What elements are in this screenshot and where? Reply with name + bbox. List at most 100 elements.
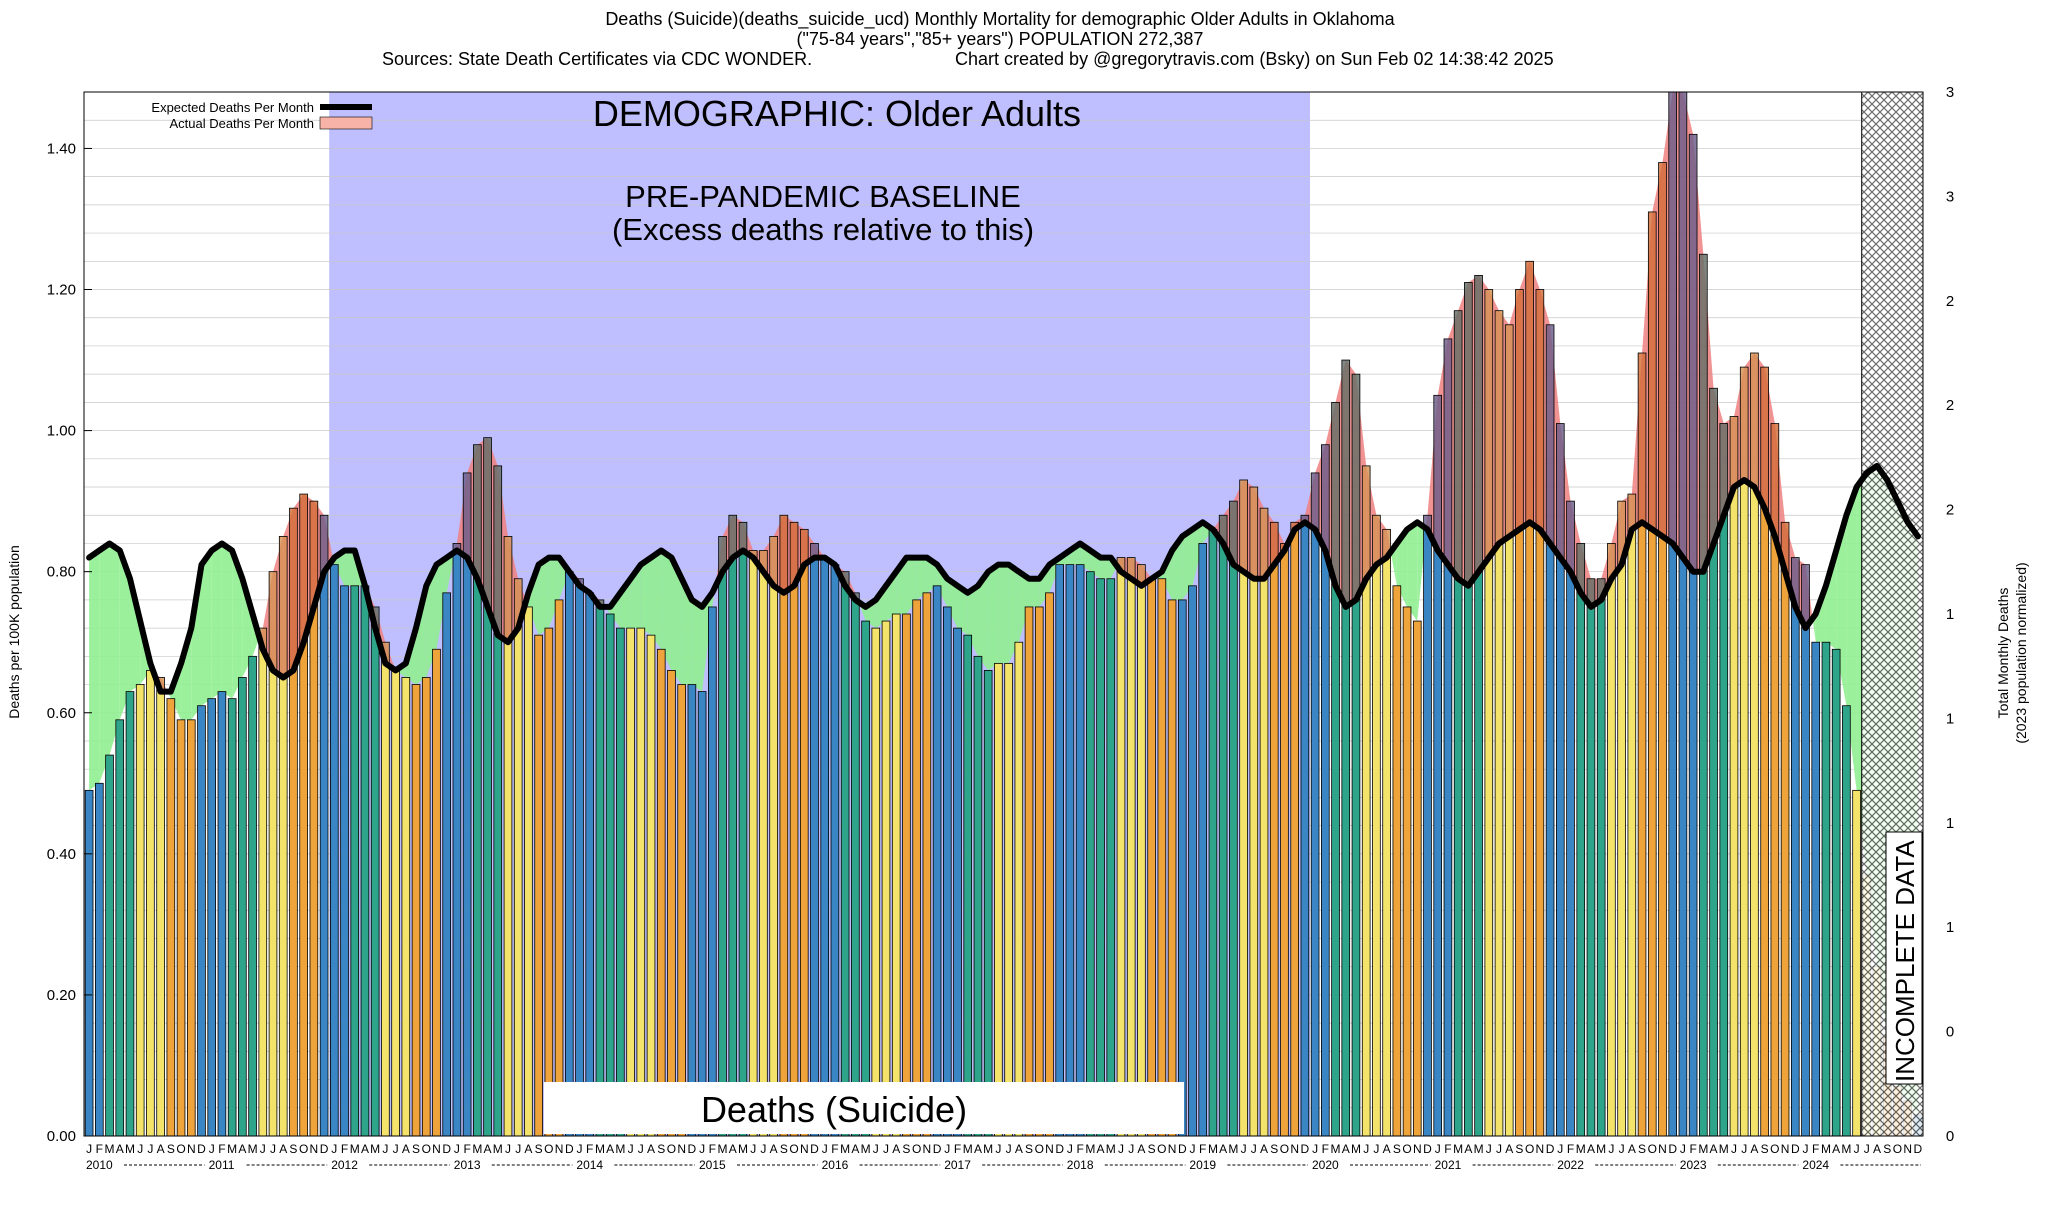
excess-bar-segment (790, 522, 798, 586)
month-tick-label: F (709, 1142, 716, 1156)
excess-bar-segment (1535, 289, 1544, 530)
excess-bar-segment (1689, 134, 1698, 572)
deficit-fill (1029, 578, 1040, 607)
actual-bar (442, 592, 451, 1136)
month-tick-label: N (555, 1142, 564, 1156)
actual-bar (136, 684, 145, 1136)
month-tick-label: J (1864, 1142, 1870, 1156)
month-tick-label: M (861, 1142, 871, 1156)
excess-bar-segment (1719, 423, 1728, 516)
month-tick-label: J (209, 1142, 215, 1156)
plot-frame (83, 91, 1924, 1137)
actual-bar (1597, 599, 1606, 1136)
actual-bar (1045, 592, 1054, 1136)
month-tick-label: A (1628, 1142, 1636, 1156)
actual-bar (1750, 487, 1759, 1136)
month-tick-label: J (1619, 1142, 1625, 1156)
month-tick-label: S (167, 1142, 175, 1156)
actual-bar (85, 790, 94, 1136)
actual-bar (851, 599, 860, 1136)
actual-bar (687, 684, 696, 1136)
month-tick-label: F (218, 1142, 225, 1156)
excess-bar-segment (1699, 254, 1708, 572)
excess-bar-segment (1249, 487, 1258, 579)
excess-bar-tint (1484, 289, 1493, 558)
month-tick-label: A (484, 1142, 492, 1156)
deficit-fill (1192, 522, 1203, 586)
excess-bar-segment (1648, 211, 1657, 530)
deficit-fill (1100, 557, 1111, 579)
excess-bar-segment (1801, 564, 1810, 629)
excess-bar-segment (1556, 423, 1565, 558)
actual-bar (1832, 649, 1841, 1136)
deficit-fill (416, 585, 427, 685)
month-tick-label: J (750, 1142, 756, 1156)
month-tick-label: S (412, 1142, 420, 1156)
excess-bar-tint (1679, 92, 1687, 558)
actual-bar (1679, 557, 1687, 1136)
actual-bar (412, 684, 420, 1136)
actual-bar (953, 628, 962, 1136)
excess-bar-segment (1546, 324, 1554, 544)
excess-bar-segment (1239, 479, 1248, 572)
actual-bar (1168, 599, 1176, 1136)
month-tick-label: S (1393, 1142, 1401, 1156)
actual-bar (1076, 564, 1085, 1136)
excess-bar-tint (1270, 522, 1279, 565)
month-tick-label: J (1680, 1142, 1686, 1156)
y2-tick-label: 1 (1946, 710, 1954, 727)
y2-axis-title: Total Monthly Deaths (1995, 588, 2011, 719)
actual-bar (299, 642, 308, 1136)
month-tick-label: J (86, 1142, 92, 1156)
excess-bar-tint (1770, 423, 1779, 537)
month-tick-label: F (463, 1142, 470, 1156)
excess-bar-tint (493, 465, 502, 636)
month-tick-label: D (810, 1142, 819, 1156)
actual-bar (473, 578, 482, 1136)
month-tick-label: J (699, 1142, 705, 1156)
excess-bar-segment (1525, 261, 1534, 523)
excess-bar-tint (1719, 423, 1728, 516)
month-tick-label: M (963, 1142, 973, 1156)
excess-bar-tint (289, 508, 298, 671)
axes-layer: 0.00 0.20 0.40 0.60 0.80 1.00 1.20 1.40 0 0 1 1 1 1 2 2… (47, 84, 1954, 1172)
excess-bar-segment (1587, 578, 1595, 607)
deficit-fill (661, 550, 672, 671)
actual-bar (831, 564, 839, 1136)
month-tick-label: J (1803, 1142, 1809, 1156)
deficit-fill (548, 557, 560, 629)
month-tick-label: A (974, 1142, 982, 1156)
actual-bar (892, 614, 901, 1136)
month-tick-label: J (628, 1142, 634, 1156)
y-tick-label: 0.80 (47, 564, 76, 581)
month-tick-label: J (1608, 1142, 1614, 1156)
year-tick-label: 2016 (822, 1158, 849, 1172)
month-tick-label: F (1567, 1142, 1574, 1156)
excess-bar-segment (1229, 501, 1238, 565)
month-tick-label: D (1178, 1142, 1187, 1156)
actual-bar (524, 606, 533, 1136)
actual-bar (984, 670, 993, 1136)
y-tick-label: 1.00 (47, 423, 76, 440)
month-tick-label: M (227, 1142, 237, 1156)
month-tick-label: O (1893, 1142, 1902, 1156)
excess-bar-segment (1668, 92, 1677, 544)
month-tick-label: M (1228, 1142, 1238, 1156)
month-tick-label: M (472, 1142, 482, 1156)
month-tick-label: M (1719, 1142, 1729, 1156)
month-tick-label: D (1914, 1142, 1923, 1156)
month-tick-label: A (606, 1142, 614, 1156)
month-tick-label: N (1903, 1142, 1912, 1156)
excess-bar-tint (1219, 515, 1228, 544)
year-tick-label: 2012 (331, 1158, 358, 1172)
month-tick-label: J (1854, 1142, 1860, 1156)
actual-bar (1035, 606, 1044, 1136)
actual-bar (596, 606, 604, 1136)
month-tick-label: J (995, 1142, 1001, 1156)
month-tick-label: S (289, 1142, 297, 1156)
actual-bar (218, 691, 226, 1136)
actual-bar (1811, 642, 1820, 1136)
month-tick-label: M (1576, 1142, 1586, 1156)
month-tick-label: M (983, 1142, 993, 1156)
excess-bar-tint (841, 571, 850, 586)
